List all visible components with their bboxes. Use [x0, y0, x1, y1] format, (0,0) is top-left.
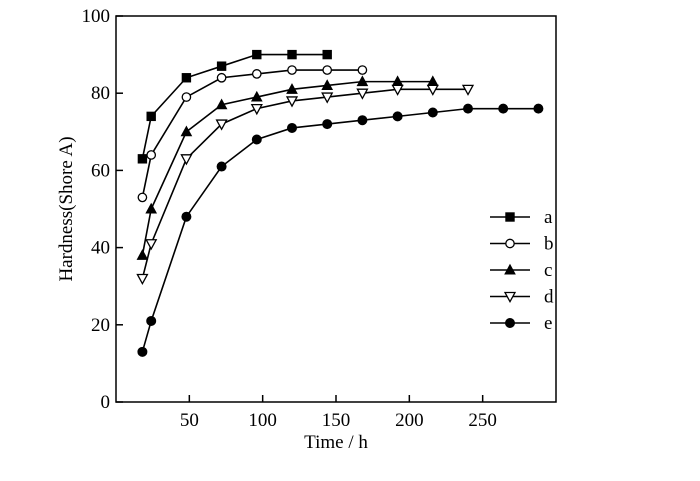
y-tick-label: 40	[91, 238, 110, 259]
series-e	[137, 103, 544, 357]
series-line-b	[141, 69, 363, 198]
legend-label: b	[544, 234, 554, 255]
y-tick-label: 60	[91, 160, 110, 181]
data-point-c	[250, 90, 263, 102]
x-tick-label: 150	[322, 410, 351, 431]
data-point-e	[216, 161, 227, 172]
data-point-e	[146, 315, 157, 326]
x-tick-label: 250	[468, 410, 497, 431]
y-tick-label: 0	[101, 392, 111, 413]
legend-item-e: e	[490, 313, 552, 334]
data-point-b	[287, 65, 297, 75]
legend-marker	[505, 238, 515, 249]
data-point-c	[136, 249, 149, 260]
data-point-d	[145, 239, 158, 251]
legend-label: e	[544, 313, 552, 334]
data-point-d	[321, 92, 334, 104]
data-point-e	[137, 346, 148, 357]
y-tick-label: 20	[91, 315, 110, 336]
data-point-e	[322, 119, 333, 130]
data-point-b	[216, 72, 227, 83]
y-axis-label: Hardness(Shore A)	[56, 136, 77, 281]
data-point-e	[357, 115, 368, 126]
data-point-d	[285, 96, 299, 108]
legend-item-a: a	[490, 207, 553, 228]
y-tick-label: 80	[91, 83, 110, 104]
y-tick-label: 100	[82, 6, 111, 27]
data-point-b	[137, 192, 148, 203]
x-tick-label: 100	[248, 410, 277, 431]
legend-item-b: b	[490, 234, 554, 255]
data-point-e	[181, 211, 192, 222]
data-point-d	[136, 273, 149, 286]
series-line-d	[141, 88, 468, 279]
data-point-d	[426, 84, 439, 96]
data-point-a	[287, 49, 297, 60]
data-point-b	[181, 92, 192, 102]
legend-marker	[505, 318, 515, 328]
data-point-d	[180, 154, 193, 166]
legend-item-c: c	[490, 260, 552, 281]
data-point-b	[357, 65, 368, 75]
legend-marker	[505, 212, 515, 222]
series-a	[137, 49, 332, 164]
series-b	[137, 65, 368, 203]
data-point-e	[533, 103, 544, 114]
data-point-e	[251, 134, 262, 145]
data-point-c	[356, 75, 369, 87]
data-point-d	[391, 84, 404, 96]
data-point-c	[180, 125, 193, 137]
x-axis-label: Time / h	[304, 432, 368, 453]
data-point-b	[251, 69, 262, 79]
data-point-d	[356, 88, 369, 100]
data-point-e	[392, 111, 403, 122]
data-point-a	[137, 154, 148, 164]
series-line-c	[141, 80, 433, 256]
data-point-a	[181, 73, 192, 83]
data-point-d	[250, 103, 263, 116]
data-point-e	[498, 103, 509, 114]
legend-marker	[504, 263, 516, 275]
legend-label: d	[544, 287, 554, 308]
data-point-c	[286, 83, 298, 94]
x-tick-label: 200	[395, 410, 424, 431]
data-point-d	[215, 119, 228, 131]
data-point-c	[215, 98, 228, 110]
legend-item-d: d	[490, 287, 554, 308]
data-point-a	[322, 49, 332, 60]
series-line-e	[141, 107, 539, 353]
data-point-b	[322, 65, 333, 75]
data-point-b	[146, 150, 157, 160]
legend-marker	[503, 291, 517, 304]
data-point-d	[461, 84, 475, 96]
series-d	[136, 84, 475, 286]
data-point-c	[145, 202, 158, 214]
data-point-a	[216, 61, 227, 71]
legend-label: c	[544, 260, 552, 281]
data-point-e	[463, 103, 473, 114]
data-point-c	[321, 79, 334, 90]
legend-label: a	[544, 207, 553, 228]
data-point-a	[146, 111, 156, 122]
data-point-e	[427, 107, 438, 118]
x-tick-label: 50	[180, 410, 199, 431]
data-point-a	[252, 49, 262, 60]
series-c	[136, 75, 439, 260]
data-point-e	[287, 122, 297, 133]
